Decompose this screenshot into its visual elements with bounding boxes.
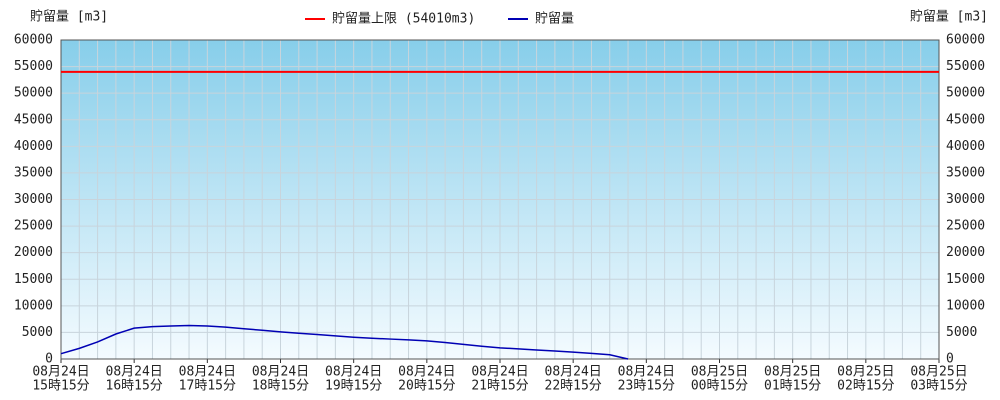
x-tick-label: 08月25日	[691, 365, 748, 380]
y2-tick-label: 25000	[946, 219, 985, 234]
x-tick-label: 08月24日	[32, 365, 89, 380]
x-tick-label: 16時15分	[106, 379, 163, 394]
x-tick-label: 23時15分	[618, 379, 675, 394]
x-tick-label: 18時15分	[252, 379, 309, 394]
y-tick-label: 55000	[14, 59, 53, 74]
y-axis-label: 貯留量 [m3]	[30, 10, 108, 25]
x-tick-label: 20時15分	[398, 379, 455, 394]
y2-axis-label: 貯留量 [m3]	[910, 10, 988, 25]
y-tick-label: 30000	[14, 192, 53, 207]
x-tick-label: 08月24日	[252, 365, 309, 380]
y-tick-label: 40000	[14, 139, 53, 154]
y-tick-label: 25000	[14, 219, 53, 234]
y2-tick-label: 50000	[946, 86, 985, 101]
x-tick-label: 15時15分	[32, 379, 89, 394]
plot-frame	[60, 39, 940, 360]
y-tick-label: 10000	[14, 298, 53, 313]
y-tick-label: 50000	[14, 86, 53, 101]
x-tick-label: 08月25日	[764, 365, 821, 380]
legend-label: 貯留量	[535, 12, 574, 27]
y-tick-label: 60000	[14, 33, 53, 48]
x-tick-label: 03時15分	[910, 379, 967, 394]
y2-tick-label: 30000	[946, 192, 985, 207]
y-tick-label: 15000	[14, 272, 53, 287]
x-tick-label: 08月24日	[618, 365, 675, 380]
legend-label: 貯留量上限 (54010m3)	[332, 12, 475, 27]
x-tick-label: 19時15分	[325, 379, 382, 394]
legend: 貯留量上限 (54010m3) 貯留量	[305, 12, 574, 27]
y-tick-label: 0	[45, 352, 53, 367]
y2-tick-label: 15000	[946, 272, 985, 287]
x-tick-label: 22時15分	[545, 379, 602, 394]
y-tick-label: 20000	[14, 245, 53, 260]
y2-tick-label: 0	[946, 352, 954, 367]
y2-tick-label: 10000	[946, 298, 985, 313]
x-tick-label: 08月24日	[179, 365, 236, 380]
y-tick-label: 35000	[14, 165, 53, 180]
x-tick-label: 01時15分	[764, 379, 821, 394]
y2-tick-label: 45000	[946, 112, 985, 127]
x-tick-label: 08月24日	[471, 365, 528, 380]
x-tick-label: 08月25日	[910, 365, 967, 380]
y-tick-label: 5000	[22, 325, 53, 340]
x-tick-label: 08月24日	[398, 365, 455, 380]
x-tick-label: 21時15分	[471, 379, 528, 394]
x-tick-label: 00時15分	[691, 379, 748, 394]
y2-tick-label: 55000	[946, 59, 985, 74]
y2-tick-label: 60000	[946, 33, 985, 48]
x-tick-label: 08月24日	[106, 365, 163, 380]
x-tick-label: 17時15分	[179, 379, 236, 394]
x-tick-label: 08月24日	[545, 365, 602, 380]
y2-tick-label: 40000	[946, 139, 985, 154]
x-tick-label: 08月25日	[837, 365, 894, 380]
x-tick-label: 08月24日	[325, 365, 382, 380]
y2-tick-label: 35000	[946, 165, 985, 180]
y-tick-label: 45000	[14, 112, 53, 127]
data-line	[60, 324, 629, 360]
y2-tick-label: 20000	[946, 245, 985, 260]
x-tick-label: 02時15分	[837, 379, 894, 394]
y2-tick-label: 5000	[946, 325, 977, 340]
